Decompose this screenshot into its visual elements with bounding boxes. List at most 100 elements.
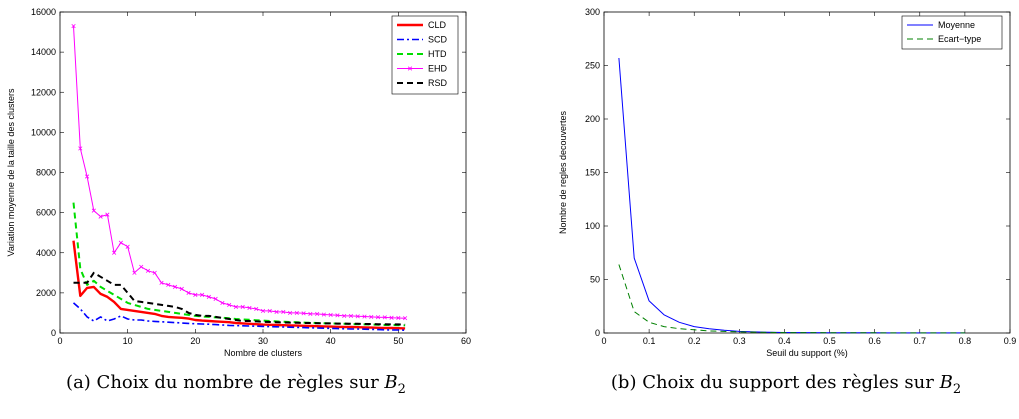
x-tick-label-b: 0.9	[1004, 336, 1017, 346]
plot-area-b	[603, 11, 1011, 334]
data-point	[247, 305, 252, 311]
x-tick-label-b: 0.1	[643, 336, 656, 346]
y-tick-label-a: 10000	[31, 127, 56, 137]
data-point	[132, 270, 137, 275]
y-tick-label-a: 14000	[31, 47, 56, 57]
data-point	[172, 284, 178, 289]
data-point	[220, 300, 225, 305]
data-point	[91, 208, 96, 213]
legend-box-b	[901, 15, 1003, 50]
series-line-scd	[72, 302, 406, 331]
legend-label: Ecart−type	[938, 34, 981, 44]
y-tick-label-b: 100	[585, 221, 600, 231]
x-tick-label-b: 0.6	[868, 336, 881, 346]
x-tick-label-b: 0.2	[688, 336, 701, 346]
data-point	[260, 308, 266, 314]
x-tick-label-b: 0.4	[778, 336, 791, 346]
data-point	[287, 310, 293, 316]
caption-b: (b) Choix du support des règles sur B2	[611, 372, 961, 397]
y-tick-label-a: 16000	[31, 7, 56, 17]
x-axis-label-b: Seuil du support (%)	[766, 348, 848, 358]
series-line-cld	[72, 240, 406, 330]
data-point	[166, 282, 171, 287]
data-point	[152, 270, 157, 275]
chart-panel-a: 0 10 20 30 40 50 60 0 2000 4000 6000 8000 10000 12000…	[6, 7, 471, 358]
data-point	[375, 315, 381, 320]
x-tick-label-a: 40	[326, 336, 336, 346]
y-tick-label-a: 4000	[36, 248, 56, 258]
data-point	[193, 292, 198, 297]
data-point	[396, 315, 401, 321]
legend-label: CLD	[428, 20, 447, 30]
data-point	[227, 302, 232, 307]
data-point	[281, 309, 286, 315]
data-point	[382, 315, 387, 320]
series-line-ehd	[73, 25, 406, 319]
data-point	[267, 308, 272, 314]
legend-label: RSD	[428, 78, 448, 88]
x-tick-label-a: 60	[461, 336, 471, 346]
data-point	[78, 146, 83, 151]
y-tick-label-a: 0	[51, 328, 56, 338]
y-tick-label-a: 6000	[36, 208, 56, 218]
data-point	[159, 280, 164, 285]
legend-label: EHD	[428, 64, 448, 74]
x-tick-label-b: 0.8	[959, 336, 972, 346]
y-tick-label-b: 0	[595, 328, 600, 338]
data-point	[321, 312, 326, 317]
data-point	[145, 268, 151, 273]
data-point	[342, 313, 347, 319]
data-point	[200, 292, 205, 297]
legend-marker	[407, 66, 413, 71]
x-tick-label-a: 10	[123, 336, 133, 346]
data-point	[348, 313, 354, 319]
y-tick-label-b: 50	[590, 275, 600, 285]
data-point	[98, 214, 103, 219]
x-tick-label-b: 0	[601, 336, 606, 346]
data-point	[403, 316, 408, 321]
data-point	[118, 240, 123, 245]
data-point	[254, 306, 259, 312]
series-line-ecarttype	[618, 264, 965, 334]
data-point	[308, 311, 313, 317]
x-tick-label-b: 0.7	[914, 336, 927, 346]
y-tick-label-a: 8000	[36, 168, 56, 178]
data-point	[213, 296, 218, 301]
data-point	[328, 312, 333, 318]
data-point	[389, 315, 394, 320]
y-tick-label-b: 250	[585, 61, 600, 71]
caption-a: (a) Choix du nombre de règles sur B2	[66, 372, 406, 397]
y-tick-label-a: 12000	[31, 87, 56, 97]
data-point	[301, 311, 306, 316]
x-tick-label-a: 30	[258, 336, 268, 346]
legend-label: Moyenne	[938, 20, 975, 30]
x-tick-label-b: 0.5	[823, 336, 836, 346]
data-point	[233, 304, 239, 310]
y-tick-label-a: 2000	[36, 288, 56, 298]
data-point	[84, 174, 90, 179]
y-tick-label-b: 200	[585, 114, 600, 124]
x-tick-label-a: 50	[393, 336, 403, 346]
data-point	[125, 244, 130, 249]
legend-label: SCD	[428, 35, 448, 45]
data-point	[105, 212, 110, 217]
data-point	[186, 290, 191, 295]
data-point	[179, 286, 184, 291]
data-point	[112, 250, 117, 255]
y-axis-label-b: Nombre de regles decouvertes	[558, 110, 568, 234]
legend-label: HTD	[428, 49, 447, 59]
data-point	[206, 294, 211, 299]
data-point	[139, 264, 144, 269]
data-point	[335, 313, 340, 318]
data-point	[315, 311, 320, 317]
series-line-rsd	[73, 271, 406, 326]
data-point	[294, 310, 299, 316]
y-tick-label-b: 150	[585, 168, 600, 178]
data-point	[71, 23, 76, 29]
x-tick-label-a: 0	[57, 336, 62, 346]
x-tick-label-a: 20	[190, 336, 200, 346]
data-point	[369, 314, 374, 320]
series-line-htd	[72, 202, 406, 327]
data-point	[355, 314, 360, 319]
